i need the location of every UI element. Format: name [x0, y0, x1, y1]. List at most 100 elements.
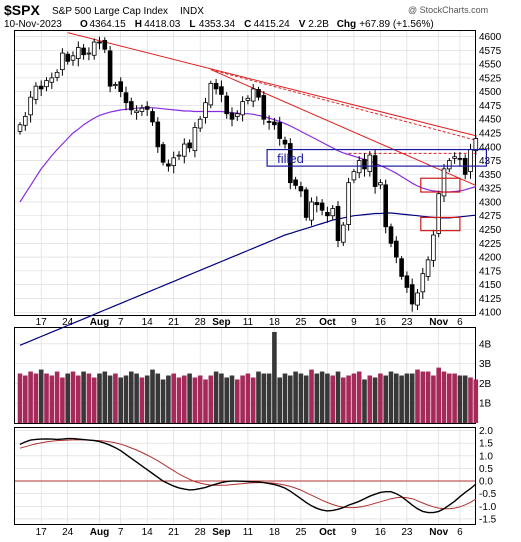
volume-bar — [134, 373, 139, 423]
volume-bar — [17, 373, 23, 423]
x-tick-label-bottom: 16 — [375, 527, 387, 538]
pmo-lines — [19, 437, 477, 514]
volume-bar — [250, 377, 256, 423]
volume-bar — [144, 375, 150, 423]
trendline — [67, 32, 476, 137]
volume-y-axis: 1B 2B 3B 4B — [479, 339, 492, 409]
volume-bar — [182, 375, 187, 423]
volume-bar — [409, 373, 415, 423]
candle-body — [346, 182, 351, 225]
volume-bar — [388, 371, 394, 423]
volume-bar — [229, 375, 235, 423]
candle-body — [203, 102, 208, 118]
x-tick-label: 17 — [36, 317, 48, 328]
volume-bar — [288, 375, 293, 423]
candle-body — [293, 179, 298, 186]
date-label: 10-Nov-2023 — [4, 19, 62, 30]
x-tick-label: 11 — [243, 317, 254, 328]
candle-body — [139, 107, 145, 112]
volume-bar — [102, 371, 108, 423]
price-tick-label: 4175 — [479, 266, 502, 277]
volume-bar — [399, 375, 404, 423]
volume-bar — [123, 375, 129, 423]
volume-bar — [441, 371, 447, 423]
candle-body — [102, 39, 108, 50]
volume-bar — [298, 373, 304, 423]
pmo-tick-label: -0.5 — [479, 489, 497, 500]
candle-body — [441, 168, 447, 197]
price-tick-label: 4325 — [479, 184, 502, 195]
annotation-boxes: filled — [266, 148, 488, 232]
price-y-axis: 4100 4125 4150 4175 4200 4225 4250 4275 4300 4325… — [479, 32, 502, 319]
annotation-box — [420, 177, 461, 193]
ohlc-label: H — [135, 19, 142, 30]
volume-bar — [113, 373, 118, 423]
volume-bar — [256, 371, 261, 423]
candle-body — [250, 88, 256, 102]
volume-bar — [118, 377, 123, 423]
volume-bar — [240, 375, 245, 423]
candle-body — [452, 156, 457, 159]
candle-body — [457, 157, 463, 160]
volume-bar — [197, 375, 203, 423]
volume-bar — [473, 379, 479, 423]
x-axis-price: 17 24 Aug 7 14 21 28 Sep 11 18 25 Oct 9 16 23 Nov 6 — [36, 317, 463, 328]
volume-bar — [404, 373, 410, 423]
x-tick-label: 24 — [62, 317, 74, 328]
candle-body — [309, 201, 314, 221]
volume-bar — [378, 373, 383, 423]
ohlc-label: C — [244, 19, 251, 30]
ohlc-value: 4353.34 — [199, 19, 236, 30]
ohlc-label: L — [189, 19, 195, 30]
candle-body — [319, 202, 325, 211]
volume-bar — [33, 373, 39, 423]
candle-body — [208, 82, 214, 106]
candle-body — [144, 106, 150, 110]
price-tick-label: 4450 — [479, 115, 502, 126]
price-tick-label: 4100 — [479, 308, 502, 319]
volume-bar — [150, 369, 155, 423]
volume-bar — [91, 377, 97, 423]
index-name: S&P 500 Large Cap Index — [52, 6, 168, 17]
x-tick-label-bottom: Sep — [212, 527, 230, 538]
price-tick-label: 4425 — [479, 129, 502, 140]
volume-bar — [219, 373, 224, 423]
candle-body — [388, 226, 394, 244]
candle-body — [367, 154, 373, 173]
volume-bar — [372, 377, 378, 423]
candle-body — [266, 121, 272, 123]
volume-bar — [81, 371, 86, 423]
x-axis-pmo: 17 24 Aug 7 14 21 28 Sep 11 18 25 Oct 9 16 23 Nov 6 — [36, 527, 463, 538]
price-tick-label: 4250 — [479, 225, 502, 236]
candle-body — [399, 258, 404, 277]
x-tick-label-bottom: 11 — [243, 527, 254, 538]
volume-bar — [65, 373, 70, 423]
x-tick-label-bottom: 14 — [142, 527, 154, 538]
volume-bar — [166, 375, 171, 423]
candle-body — [166, 163, 171, 167]
pmo-panel-frame — [14, 427, 476, 525]
candle-body — [335, 205, 341, 241]
candle-body — [76, 47, 81, 59]
price-tick-label: 4600 — [479, 32, 502, 43]
pmo-tick-label: 0.5 — [479, 464, 493, 475]
candle-body — [362, 159, 367, 170]
volume-bar — [86, 373, 92, 423]
candle-body — [91, 41, 97, 56]
candle-body — [393, 240, 399, 258]
x-tick-label: 21 — [168, 317, 180, 328]
candle-body — [261, 95, 267, 120]
candle-body — [123, 92, 129, 104]
candle-body — [473, 138, 479, 152]
price-tick-label: 4350 — [479, 170, 502, 181]
candle-body — [298, 186, 304, 192]
volume-bar — [277, 377, 282, 423]
candle-body — [81, 47, 86, 56]
pmo-tick-label: 0.0 — [479, 477, 493, 488]
watermark: @ StockCharts.com — [408, 5, 488, 15]
candle-body — [113, 84, 118, 86]
candle-body — [234, 113, 240, 117]
volume-bar — [346, 375, 351, 423]
volume-bar — [160, 379, 166, 423]
